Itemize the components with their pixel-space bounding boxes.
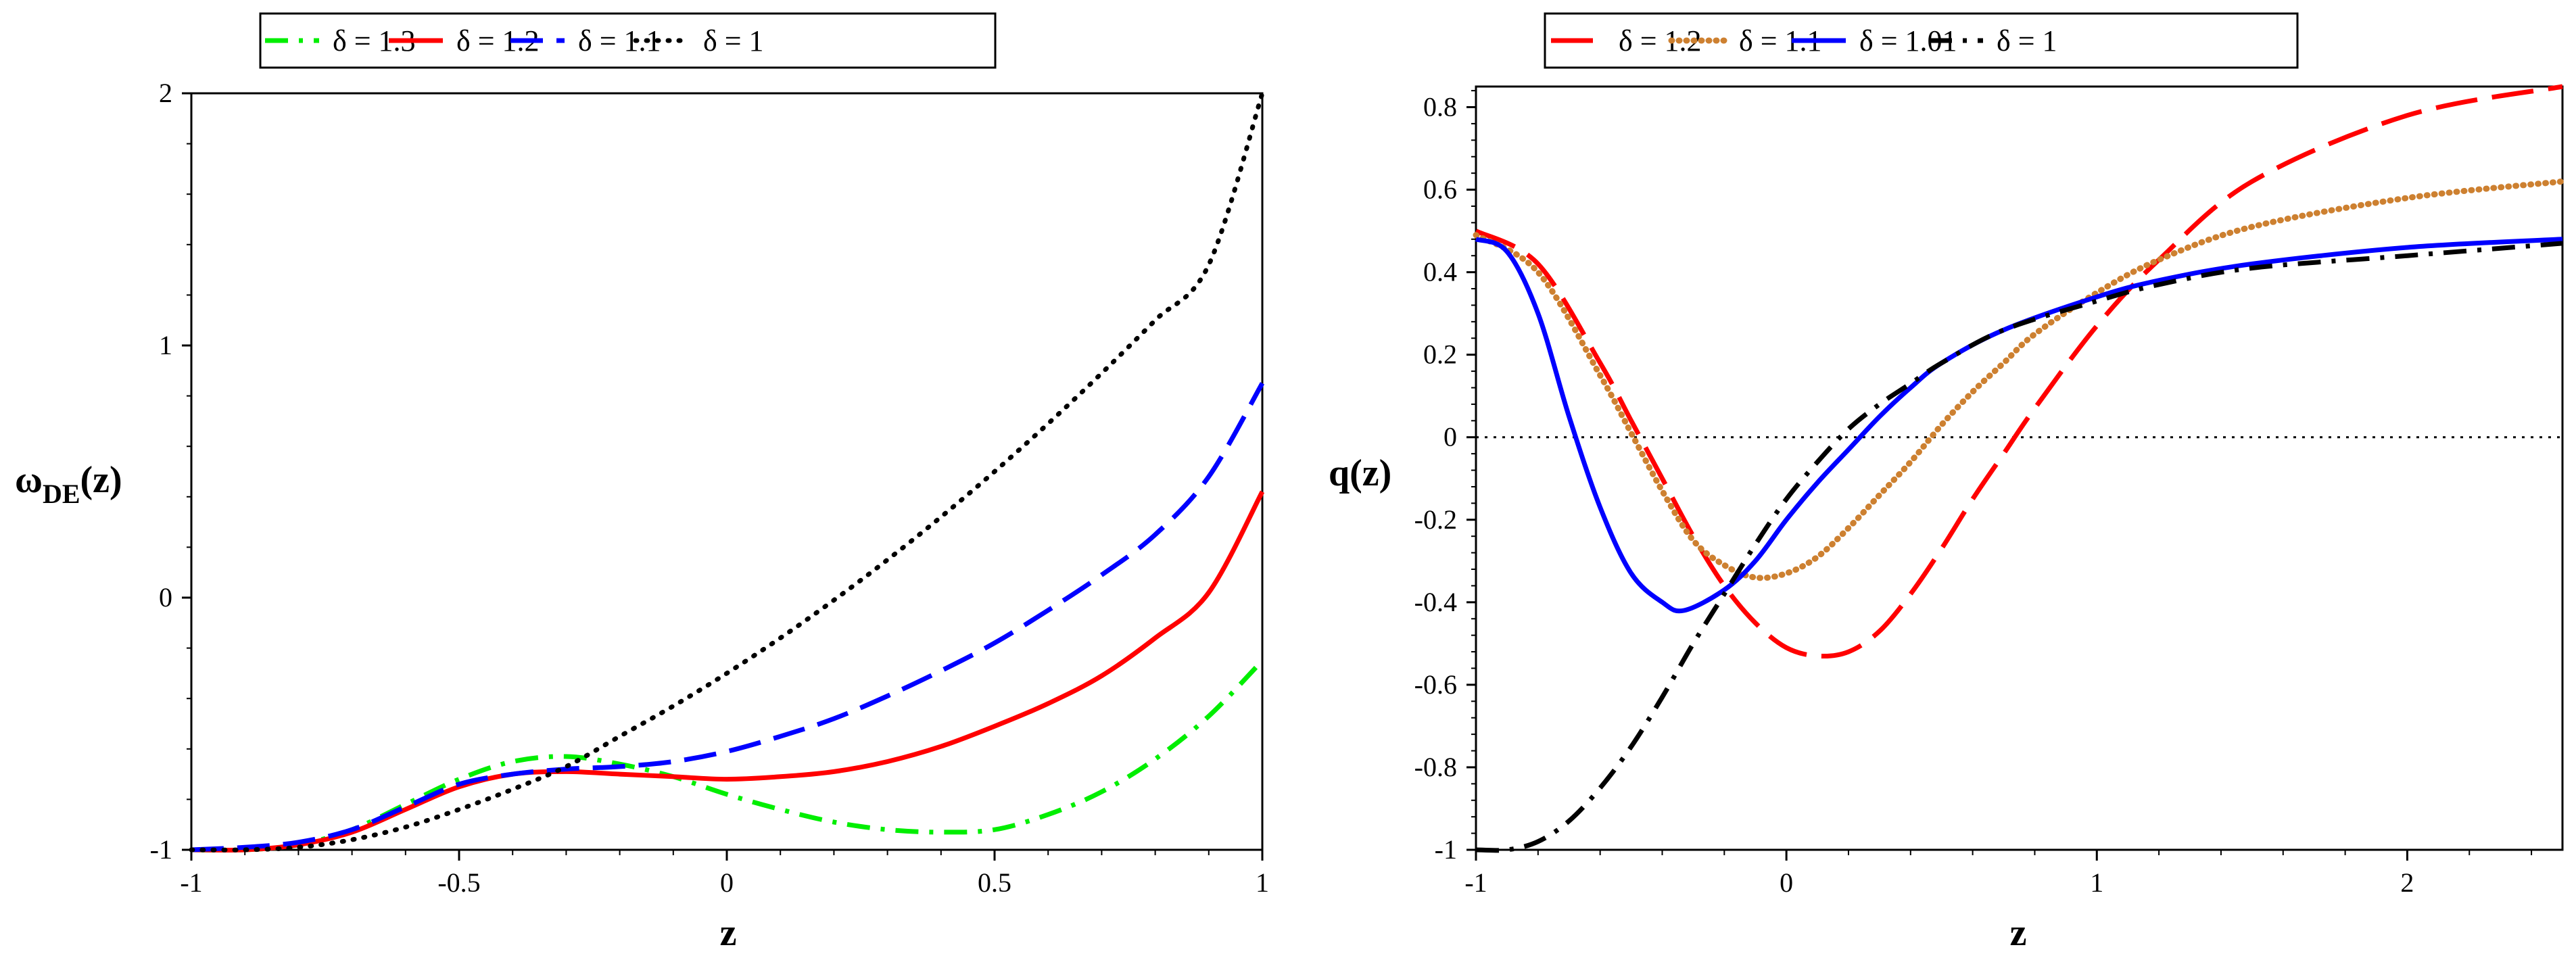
x-axis-title-1: z [2010,912,2027,954]
y-axis-title-omega: ω [15,459,43,501]
series-line-2 [1475,237,2563,614]
y-axis-title-1: q(z) [1329,452,1391,494]
y-tick-label: 0.2 [1423,339,1457,370]
x-tick-label: 0 [1780,867,1793,898]
series-line-3 [1475,241,2563,853]
y-tick-label: 0 [1444,422,1457,452]
plot-area-1 [1473,84,2566,853]
x-axis-1: -1 0 1 2 [1464,850,2533,898]
y-tick-label: -0.4 [1414,587,1457,617]
q-chart: δ = 1.2 δ = 1.1 δ = 1.01 δ = 1 -1 0 1 2 -1 -0.8… [1329,12,2566,954]
legend-1: δ = 1.2 δ = 1.1 δ = 1.01 δ = 1 [1544,12,2299,69]
plot-area-0 [189,91,1265,853]
plot-frame [190,92,1264,851]
y-tick-label: -0.2 [1414,504,1457,535]
y-tick-label: -0.6 [1414,669,1457,700]
y-tick-label: 0.6 [1423,174,1457,205]
x-axis-title-0: z [720,912,737,954]
y-tick-label: 0.4 [1423,257,1457,287]
legend-box [259,12,997,69]
series-line-3 [189,91,1265,853]
y-axis-title-tail: (z) [80,459,122,501]
y-axis-0: -1 0 1 2 [150,78,191,865]
y-tick-label: 0.8 [1423,92,1457,122]
x-tick-label: 1 [1256,867,1269,898]
series-line-1 [1473,178,2566,581]
x-tick-label: 0.5 [978,867,1011,898]
x-tick-label: -1 [1464,867,1487,898]
legend-0: δ = 1.3 δ = 1.2 δ = 1.1 δ = 1 [259,12,997,69]
y-axis-title-0: ωDE(z) [15,459,122,509]
series-line-0 [191,658,1264,853]
omega-de-chart: δ = 1.3 δ = 1.2 δ = 1.1 δ = 1 -1 -0.5 0 0.5 1 -… [15,12,1269,954]
legend-label-3: δ = 1 [1997,24,2057,57]
y-tick-label: -1 [150,834,172,865]
legend-label-3: δ = 1 [703,24,764,57]
x-tick-label: -0.5 [437,867,480,898]
plot-frame [1475,85,2564,851]
y-tick-label: -0.8 [1414,752,1457,782]
y-tick-label: 0 [159,582,172,613]
y-tick-label: 2 [159,78,172,108]
x-tick-label: 1 [2090,867,2103,898]
x-axis-0: -1 -0.5 0 0.5 1 [180,850,1269,898]
x-tick-label: 2 [2400,867,2414,898]
y-axis-title-subscript: DE [43,479,80,509]
series-line-2 [191,382,1265,853]
series-line-0 [1475,84,2563,659]
y-tick-label: 1 [159,330,172,360]
x-tick-label: 0 [720,867,734,898]
x-tick-label: -1 [180,867,202,898]
y-axis-1: -1 -0.8 -0.6 -0.4 -0.2 0 0.2 0.4 0.6 0.8 [1414,90,1476,865]
y-tick-label: -1 [1435,834,1457,865]
